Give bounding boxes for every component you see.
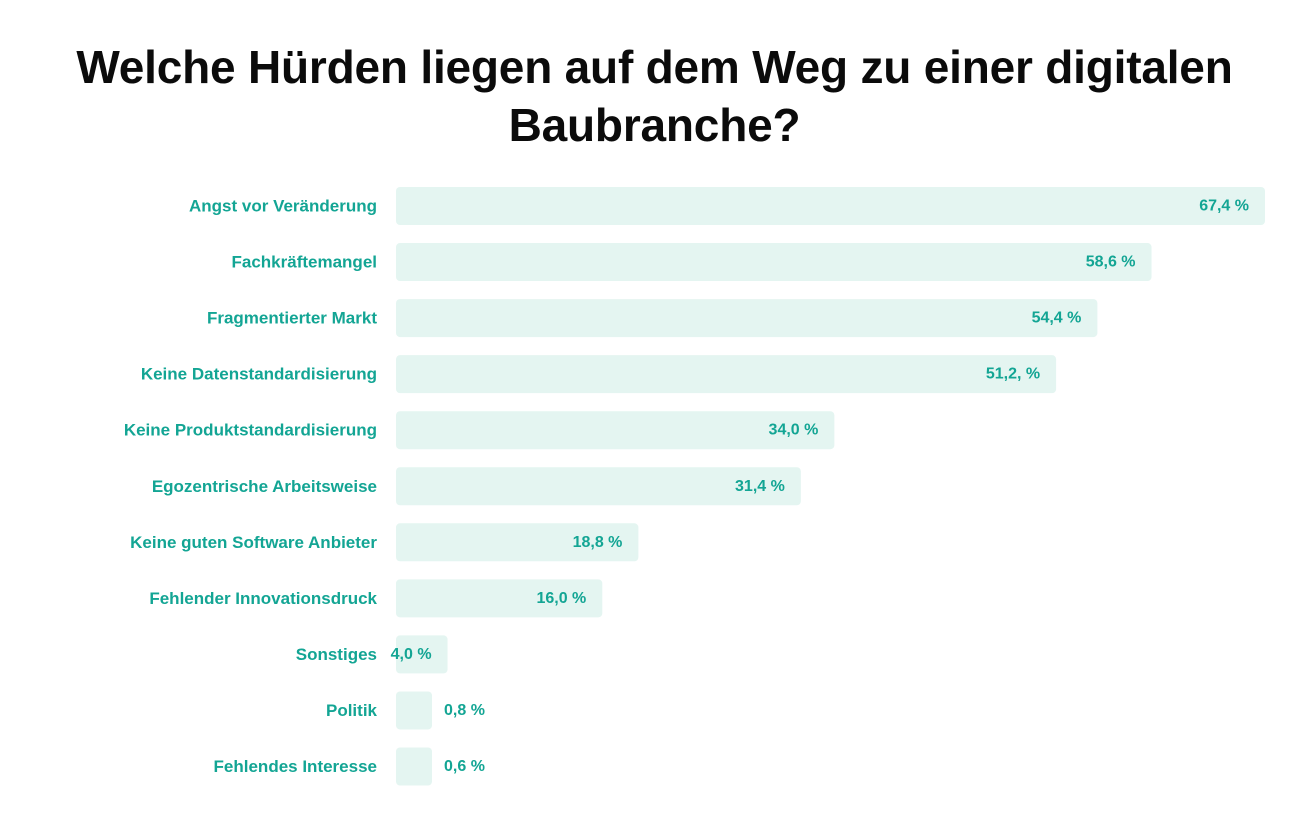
- value-label: 0,6 %: [444, 758, 485, 775]
- bar: [396, 691, 432, 730]
- value-label: 18,8 %: [573, 534, 623, 551]
- category-label: Angst vor Veränderung: [189, 197, 377, 216]
- value-label: 34,0 %: [769, 422, 819, 439]
- category-label: Fehlender Innovationsdruck: [149, 589, 377, 608]
- category-label: Politik: [326, 701, 378, 720]
- bar: [396, 579, 603, 618]
- category-label: Fehlendes Interesse: [214, 757, 377, 776]
- category-label: Keine Datenstandardisierung: [141, 365, 377, 384]
- bar: [396, 243, 1152, 282]
- category-label: Sonstiges: [296, 645, 377, 664]
- bar: [396, 187, 1265, 225]
- chart-title: Welche Hürden liegen auf dem Weg zu eine…: [76, 41, 1233, 151]
- category-label: Keine guten Software Anbieter: [130, 533, 377, 552]
- value-label: 51,2, %: [986, 366, 1040, 383]
- value-label: 31,4 %: [735, 478, 785, 495]
- value-label: 16,0 %: [536, 590, 586, 607]
- value-label: 54,4 %: [1032, 310, 1082, 327]
- bar: [396, 355, 1057, 394]
- bar: [396, 523, 639, 562]
- value-label: 58,6 %: [1086, 254, 1136, 271]
- category-label: Fachkräftemangel: [232, 253, 378, 272]
- category-label: Egozentrische Arbeitsweise: [152, 477, 377, 496]
- bar: [396, 635, 448, 674]
- bar: [396, 747, 432, 786]
- category-label: Keine Produktstandardisierung: [124, 421, 377, 440]
- bar: [396, 411, 835, 450]
- value-label: 67,4 %: [1199, 198, 1249, 215]
- category-label: Fragmentierter Markt: [207, 309, 377, 328]
- value-label: 4,0 %: [391, 646, 432, 663]
- bar: [396, 467, 801, 506]
- value-label: 0,8 %: [444, 702, 485, 719]
- bar: [396, 299, 1098, 338]
